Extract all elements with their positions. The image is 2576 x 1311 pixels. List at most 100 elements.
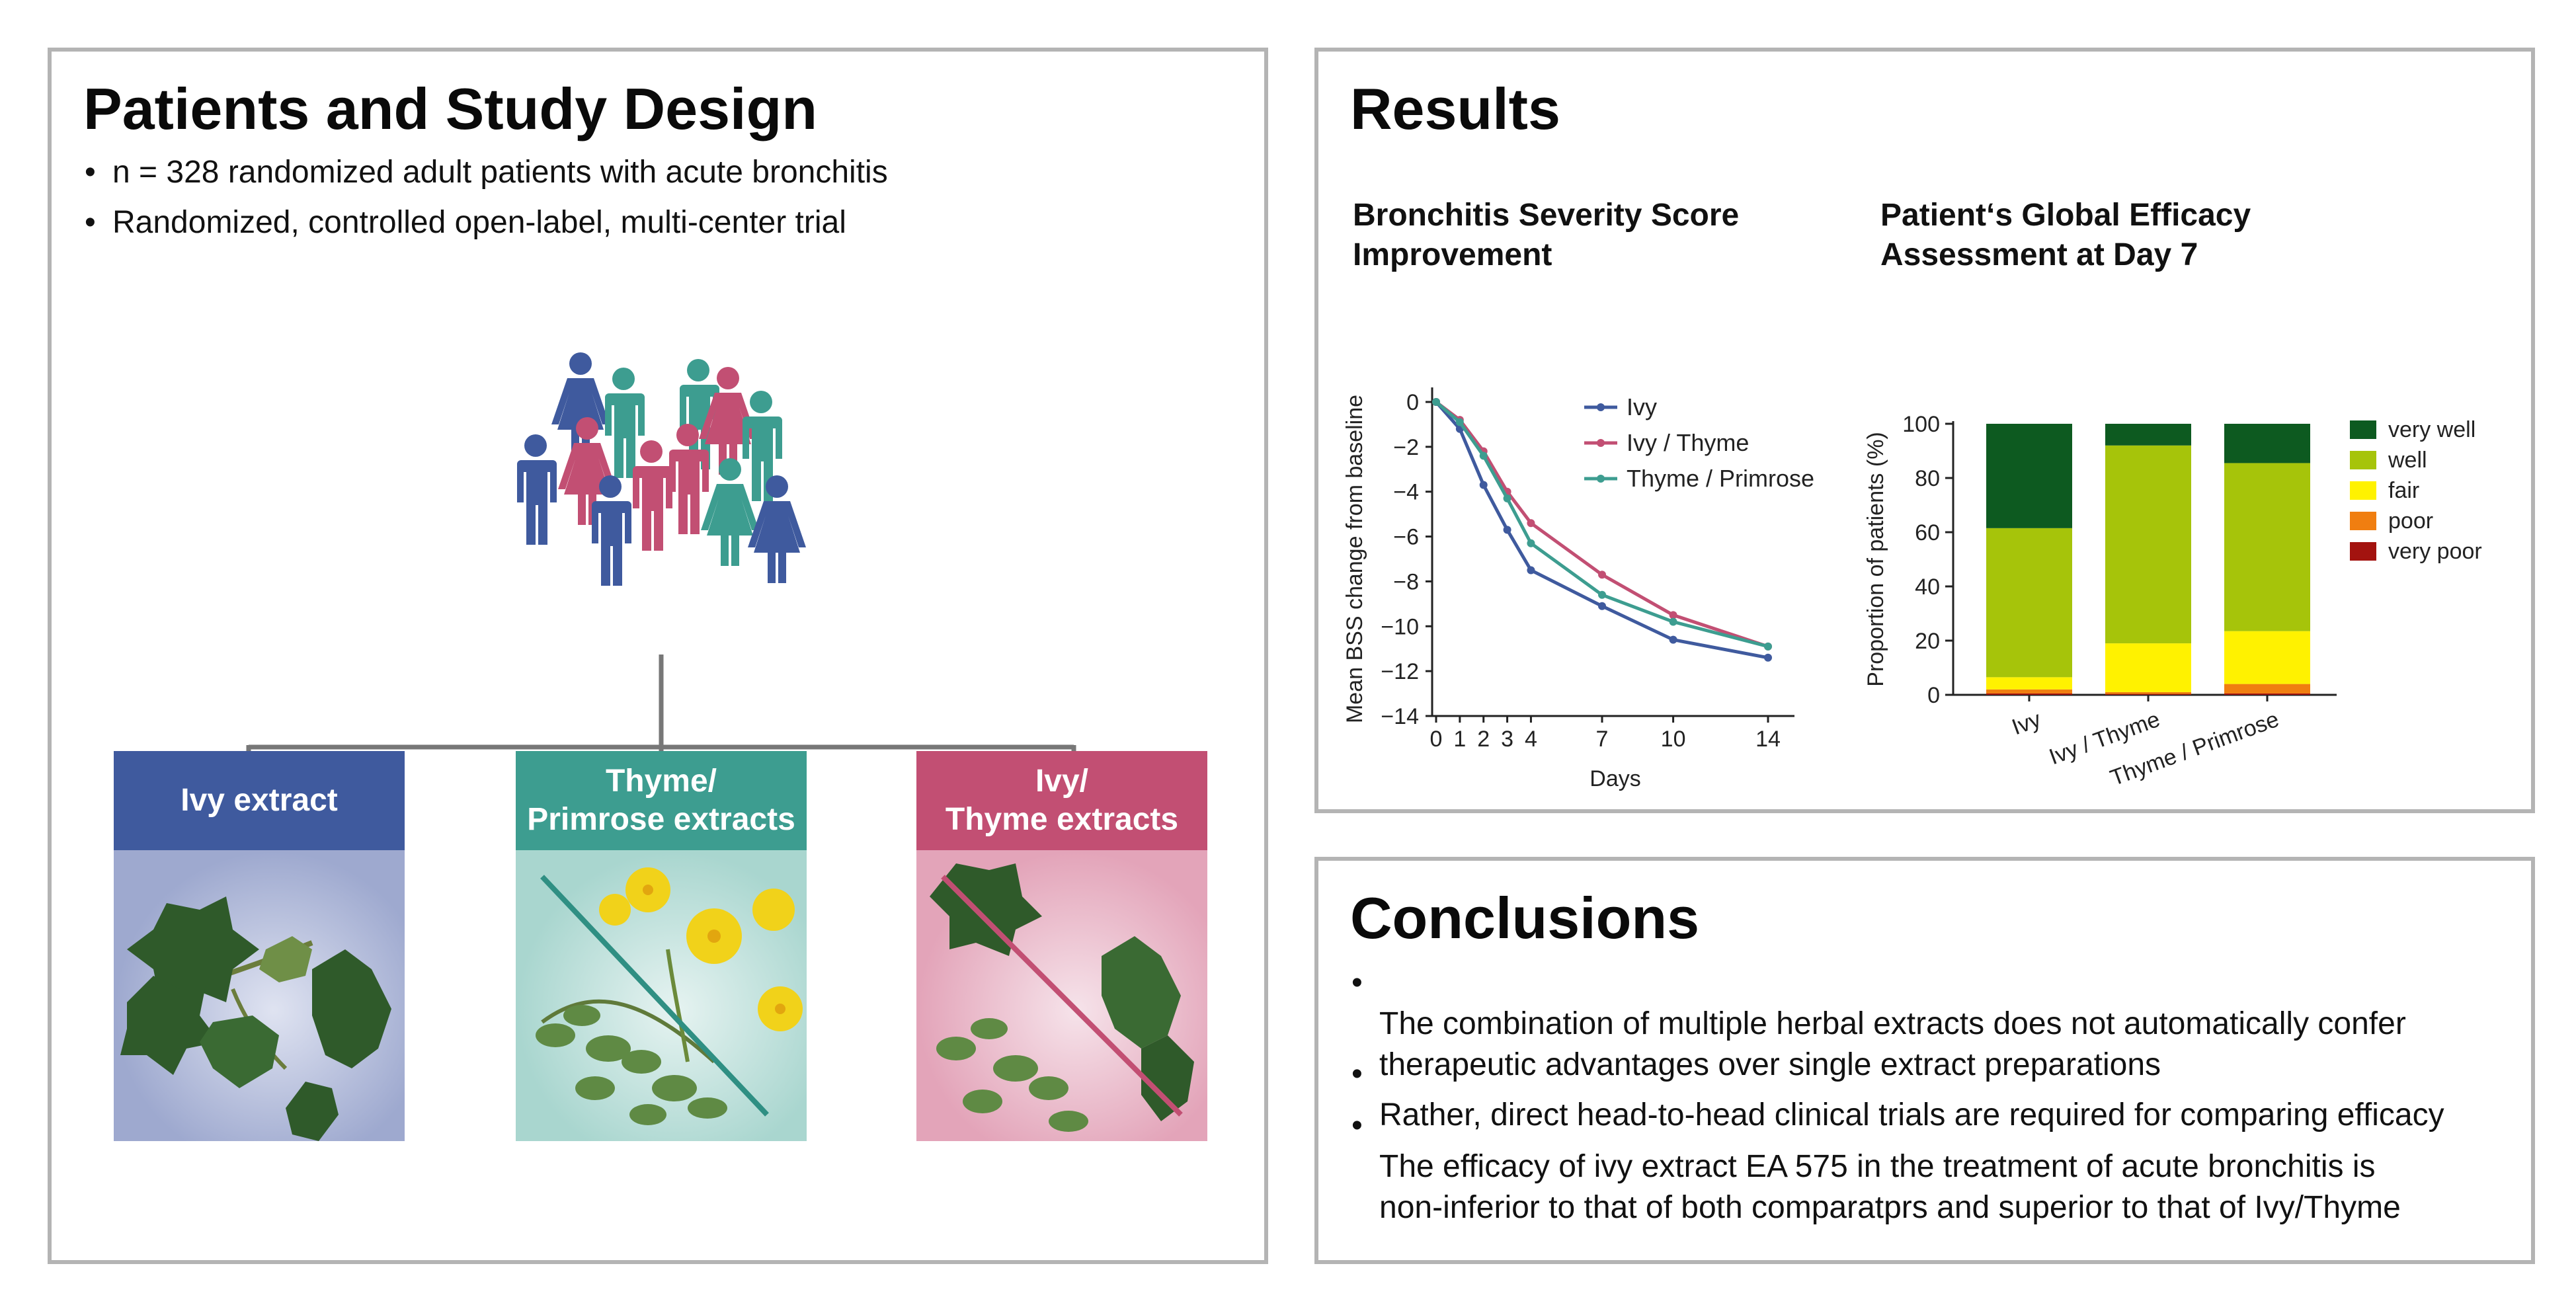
data-point bbox=[1669, 617, 1677, 626]
y-tick-label: 0 bbox=[1406, 390, 1419, 415]
bar-segment-very-poor bbox=[2224, 693, 2310, 695]
legend-label: Thyme / Primrose bbox=[1627, 465, 1814, 492]
bullet-item: • The efficacy of ivy extract EA 575 in t… bbox=[1351, 1108, 2401, 1225]
legend-swatch bbox=[2350, 451, 2376, 469]
y-tick-label: −2 bbox=[1393, 435, 1419, 460]
bullet-item: • n = 328 randomized adult patients with … bbox=[85, 155, 888, 190]
data-point bbox=[1527, 519, 1535, 528]
bar-segment-fair bbox=[2105, 643, 2191, 692]
bar-segment-well bbox=[2105, 445, 2191, 644]
bar-segment-fair bbox=[1986, 677, 2072, 690]
bar-segment-very-poor bbox=[1986, 693, 2072, 695]
bar-segment-very-well bbox=[2224, 424, 2310, 463]
ivy-leaf-image bbox=[114, 850, 405, 1141]
bar-segment-poor bbox=[1986, 689, 2072, 694]
bullet-item: • The combination of multiple herbal extr… bbox=[1351, 965, 2406, 1082]
thyme-primrose-image bbox=[516, 850, 807, 1141]
bullet-text: The combination of multiple herbal extra… bbox=[1379, 1006, 2406, 1082]
bar-segment-fair bbox=[2224, 631, 2310, 684]
bullet-text: Rather, direct head-to-head clinical tri… bbox=[1379, 1097, 2444, 1132]
legend-label: fair bbox=[2388, 478, 2419, 503]
x-tick-label: Ivy bbox=[2009, 707, 2044, 740]
legend-label: very well bbox=[2388, 417, 2475, 442]
legend-marker bbox=[1597, 439, 1605, 447]
data-point bbox=[1764, 642, 1772, 651]
legend-label: very poor bbox=[2388, 539, 2482, 564]
data-point bbox=[1527, 539, 1535, 547]
arm-header: Ivy extract bbox=[114, 751, 405, 850]
bullet-text: The efficacy of ivy extract EA 575 in th… bbox=[1379, 1149, 2401, 1225]
panel-title: Conclusions bbox=[1350, 885, 1700, 951]
y-tick-label: −10 bbox=[1381, 614, 1419, 639]
y-tick-label: −6 bbox=[1393, 525, 1419, 550]
legend-marker bbox=[1597, 475, 1605, 483]
ivy-extract-arm: Ivy extract bbox=[114, 751, 405, 1141]
legend-label: Ivy / Thyme bbox=[1627, 429, 1749, 456]
bar-segment-poor bbox=[2105, 692, 2191, 694]
data-point bbox=[1669, 611, 1677, 619]
data-point bbox=[1479, 481, 1488, 489]
line-chart-title: Bronchitis Severity Score Improvement bbox=[1353, 198, 1740, 272]
bar-segment-very-poor bbox=[2105, 694, 2191, 695]
data-point bbox=[1669, 635, 1677, 644]
bar-segment-very-well bbox=[2105, 424, 2191, 446]
series-line-1 bbox=[1435, 401, 1769, 660]
data-point bbox=[1598, 571, 1606, 579]
bullet-item: • Rather, direct head-to-head clinical tr… bbox=[1351, 1056, 2444, 1132]
x-tick-label: 1 bbox=[1453, 727, 1466, 752]
thyme-primrose-arm: Thyme/ Primrose extracts bbox=[516, 751, 807, 1141]
data-point bbox=[1479, 452, 1488, 460]
panel-title: Results bbox=[1350, 76, 1560, 141]
legend-swatch bbox=[2350, 420, 2376, 439]
y-tick-label: 80 bbox=[1915, 466, 1940, 491]
data-point bbox=[1764, 653, 1772, 662]
panel-title: Patients and Study Design bbox=[83, 76, 817, 141]
bar-segment-well bbox=[1986, 528, 2072, 678]
x-tick-label: 2 bbox=[1477, 727, 1490, 752]
data-point bbox=[1455, 418, 1464, 426]
x-axis-label: Days bbox=[1590, 766, 1640, 791]
data-point bbox=[1503, 526, 1511, 534]
ivy-thyme-arm: Ivy/ Thyme extracts bbox=[916, 751, 1207, 1141]
bar-segment-poor bbox=[2224, 684, 2310, 694]
y-tick-label: 40 bbox=[1915, 575, 1940, 600]
y-tick-label: −8 bbox=[1393, 569, 1419, 594]
arm-header: Thyme/ Primrose extracts bbox=[516, 751, 807, 850]
patients-study-design-panel: Patients and Study Design • n = 328 rando… bbox=[48, 48, 1268, 1264]
legend-swatch bbox=[2350, 542, 2376, 561]
bar-chart-title: Patient‘s Global Efficacy Assessment at … bbox=[1880, 198, 2251, 272]
x-tick-label: 4 bbox=[1525, 727, 1537, 752]
results-panel: Results Bronchitis Severity Score Improv… bbox=[1314, 48, 2535, 813]
y-tick-label: −12 bbox=[1381, 659, 1419, 684]
y-tick-label: 0 bbox=[1927, 683, 1940, 708]
bullet-text: Randomized, controlled open-label, multi… bbox=[112, 205, 846, 240]
legend-swatch bbox=[2350, 481, 2376, 500]
legend-swatch bbox=[2350, 512, 2376, 530]
x-tick-label: 14 bbox=[1755, 727, 1781, 752]
y-tick-label: −14 bbox=[1381, 704, 1419, 729]
legend-label: Ivy bbox=[1627, 393, 1657, 420]
y-tick-label: 60 bbox=[1915, 520, 1940, 545]
legend-label: well bbox=[2388, 448, 2427, 473]
bullet-text: n = 328 randomized adult patients with a… bbox=[112, 155, 888, 190]
y-tick-label: 20 bbox=[1915, 629, 1940, 654]
x-tick-label: 7 bbox=[1596, 727, 1609, 752]
bar-segment-well bbox=[2224, 463, 2310, 631]
data-point bbox=[1527, 566, 1535, 575]
ivy-thyme-image bbox=[916, 850, 1207, 1141]
x-tick-label: 10 bbox=[1661, 727, 1686, 752]
x-tick-label: 0 bbox=[1430, 727, 1443, 752]
series-line-3 bbox=[1435, 401, 1769, 649]
data-point bbox=[1432, 398, 1440, 406]
data-point bbox=[1598, 590, 1606, 599]
conclusions-panel: Conclusions • The combination of multiple… bbox=[1314, 857, 2535, 1264]
bar-segment-very-well bbox=[1986, 424, 2072, 528]
data-point bbox=[1598, 602, 1606, 610]
legend-marker bbox=[1597, 403, 1605, 411]
y-axis-label: Proportion of patients (%) bbox=[1863, 432, 1888, 687]
x-tick-label: 3 bbox=[1501, 727, 1513, 752]
data-point bbox=[1503, 494, 1511, 502]
bullet-item: • Randomized, controlled open-label, mult… bbox=[85, 205, 846, 240]
arm-header: Ivy/ Thyme extracts bbox=[916, 751, 1207, 850]
efficacy-stacked-bar-chart: 0 20 40 60 80 100 Proportion of patients (%) Iv… bbox=[1863, 412, 2482, 791]
